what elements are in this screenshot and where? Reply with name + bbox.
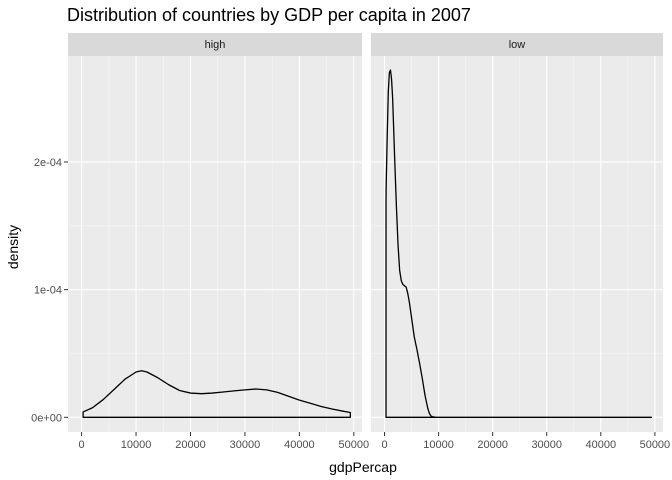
y-tick-label: 0e+00 [31,412,62,424]
x-axis-title: gdpPercap [329,459,397,475]
x-tick-label: 50000 [640,439,671,451]
x-tick-label: 0 [381,439,387,451]
x-axis-high: 0 10000 20000 30000 40000 50000 [79,432,370,451]
facet-strip [371,33,663,56]
x-tick-label: 20000 [175,439,206,451]
x-tick-label: 0 [79,439,85,451]
facet-strip [68,33,362,56]
y-axis: 0e+00 1e-04 2e-04 [31,157,68,424]
facet-strip-label: high [205,39,226,51]
y-axis-title: density [5,225,21,269]
chart-title: Distribution of countries by GDP per cap… [67,5,471,25]
y-tick-label: 2e-04 [34,157,62,169]
x-tick-label: 50000 [339,439,370,451]
panel-background [371,56,663,432]
x-tick-label: 10000 [121,439,152,451]
facet-low: low [371,33,663,432]
x-tick-label: 30000 [531,439,562,451]
x-tick-label: 30000 [230,439,261,451]
panel-background [68,56,362,432]
x-tick-label: 40000 [586,439,617,451]
x-tick-label: 40000 [284,439,315,451]
facet-high: high [68,33,362,432]
x-axis-low: 0 10000 20000 30000 40000 50000 [381,432,670,451]
density-curve-low [385,69,653,418]
x-tick-label: 10000 [423,439,454,451]
facet-strip-label: low [509,39,526,51]
x-tick-label: 20000 [477,439,508,451]
density-curve-high [82,370,351,418]
y-tick-label: 1e-04 [34,285,62,297]
